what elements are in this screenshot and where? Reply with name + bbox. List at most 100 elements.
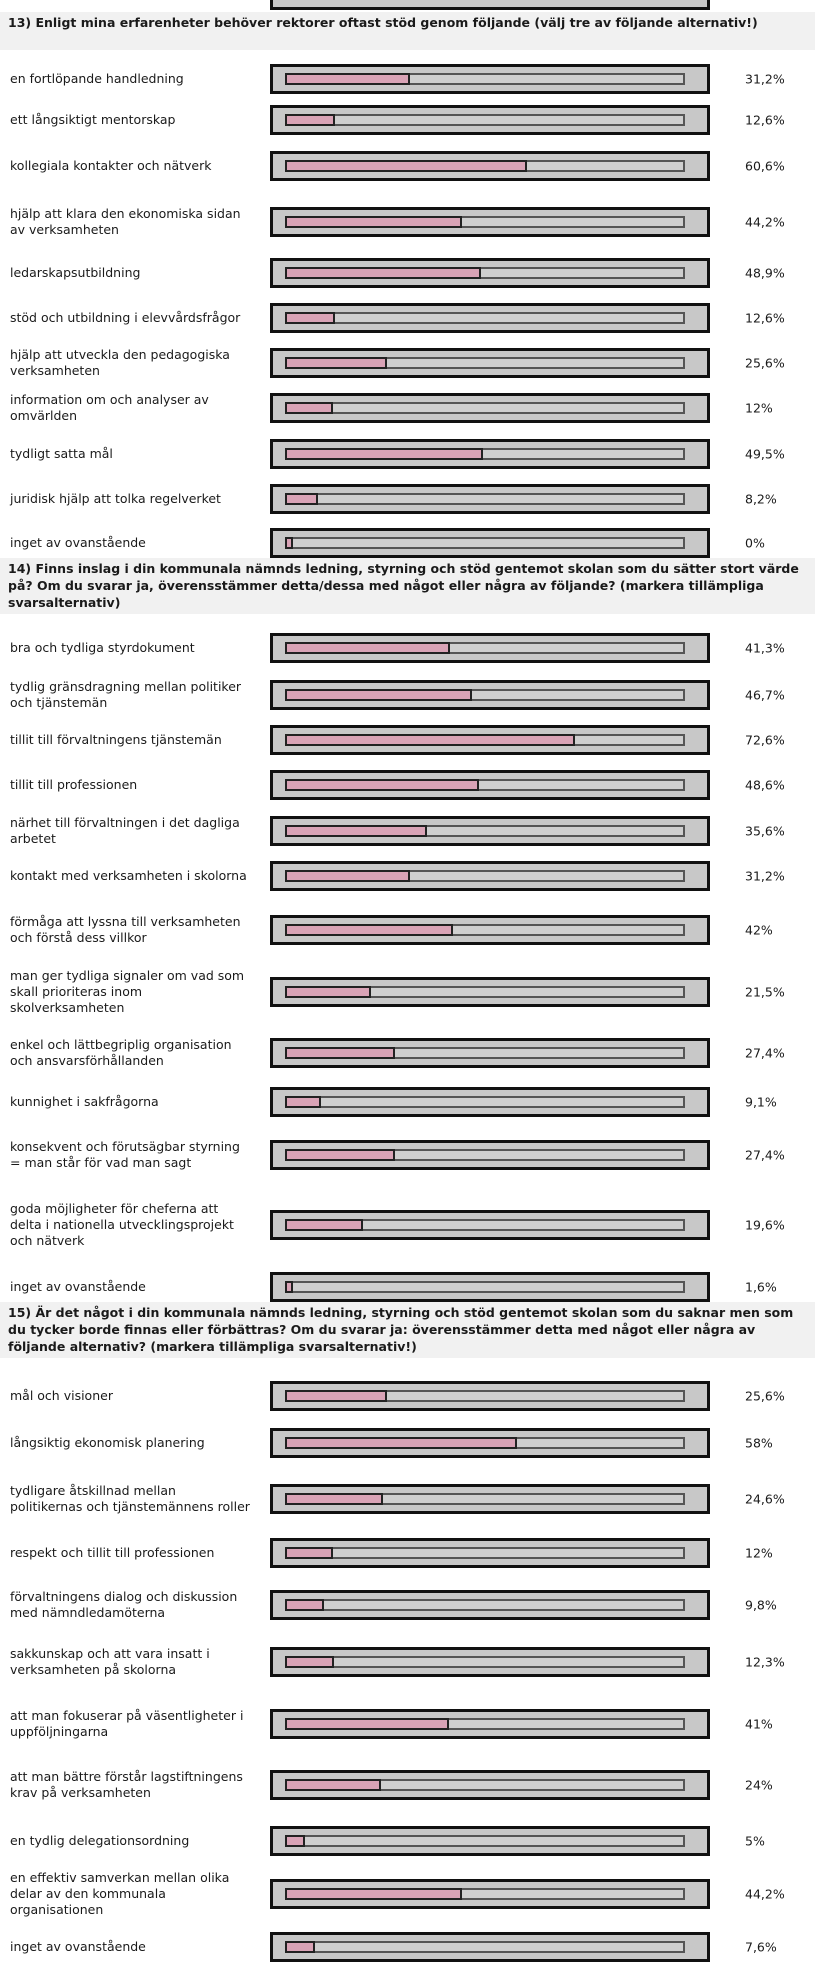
answer-label: tydlig gränsdragning mellan politiker oc… (10, 679, 242, 710)
answer-label: tillit till professionen (10, 777, 138, 792)
bar-frame (270, 633, 710, 663)
question-heading: 13) Enligt mina erfarenheter behöver rek… (0, 12, 815, 50)
bar-track (285, 1656, 685, 1668)
answer-row: en effektiv samverkan mellan olika delar… (0, 1870, 815, 1917)
answer-label: en effektiv samverkan mellan olika delar… (10, 1870, 230, 1917)
percent-label: 0% (745, 535, 765, 551)
answer-label: en fortlöpande handledning (10, 71, 184, 86)
bar-fill (285, 1493, 383, 1505)
answer-row: konsekvent och förutsägbar styrning = ma… (0, 1135, 815, 1175)
bar-frame (270, 1709, 710, 1739)
answer-row: inget av ovanstående 0% (0, 523, 815, 563)
bar-frame (270, 1484, 710, 1514)
answer-row: man ger tydliga signaler om vad som skal… (0, 968, 815, 1015)
answer-label: att man fokuserar på väsentligheter i up… (10, 1708, 244, 1739)
answer-label: tillit till förvaltningens tjänstemän (10, 732, 222, 747)
answer-label: kontakt med verksamheten i skolorna (10, 868, 247, 883)
bar-frame (270, 393, 710, 423)
bar-fill (285, 1096, 321, 1108)
bar-frame (270, 725, 710, 755)
bar-fill (285, 986, 371, 998)
bar-frame (270, 1272, 710, 1302)
answer-label: information om och analyser av omvärlden (10, 392, 209, 423)
percent-label: 41% (745, 1716, 773, 1732)
answer-label: tydligare åtskillnad mellan politikernas… (10, 1483, 250, 1514)
answer-label: goda möjligheter för cheferna att delta … (10, 1201, 234, 1248)
answer-row: inget av ovanstående 7,6% (0, 1927, 815, 1967)
percent-label: 12% (745, 400, 773, 416)
bar-fill (285, 689, 472, 701)
bar-frame (270, 1381, 710, 1411)
bar-fill (285, 1547, 333, 1559)
percent-label: 42% (745, 922, 773, 938)
bar-fill (285, 114, 335, 126)
bar-frame (270, 258, 710, 288)
bar-frame (270, 1538, 710, 1568)
bar-track (285, 1599, 685, 1611)
bar-frame (270, 151, 710, 181)
bar-fill (285, 402, 333, 414)
bar-track (285, 1096, 685, 1108)
answer-row: kollegiala kontakter och nätverk 60,6% (0, 146, 815, 186)
percent-label: 27,4% (745, 1147, 785, 1163)
percent-label: 8,2% (745, 491, 777, 507)
bar-frame (270, 207, 710, 237)
bar-fill (285, 924, 453, 936)
answer-label: inget av ovanstående (10, 1939, 146, 1954)
percent-label: 12% (745, 1545, 773, 1561)
answer-row: ledarskapsutbildning 48,9% (0, 253, 815, 293)
answer-row: tydligare åtskillnad mellan politikernas… (0, 1479, 815, 1519)
percent-label: 12,3% (745, 1654, 785, 1670)
bar-frame (270, 1038, 710, 1068)
bar-frame (270, 1140, 710, 1170)
bar-fill (285, 825, 427, 837)
bar-frame (270, 915, 710, 945)
bar-frame (270, 439, 710, 469)
bar-frame (270, 303, 710, 333)
percent-label: 24% (745, 1777, 773, 1793)
bar-frame (270, 528, 710, 558)
answer-label: konsekvent och förutsägbar styrning = ma… (10, 1139, 240, 1170)
bar-frame (270, 64, 710, 94)
answer-row: tillit till professionen 48,6% (0, 765, 815, 805)
bar-track (285, 1835, 685, 1847)
percent-label: 1,6% (745, 1279, 777, 1295)
answer-label: en tydlig delegationsordning (10, 1833, 190, 1848)
bar-track (285, 1941, 685, 1953)
bar-fill (285, 448, 483, 460)
bar-frame (270, 1087, 710, 1117)
bar-fill (285, 312, 335, 324)
bar-fill (285, 1656, 334, 1668)
bar-frame (270, 977, 710, 1007)
percent-label: 58% (745, 1435, 773, 1451)
bar-fill (285, 1149, 395, 1161)
bar-frame (270, 816, 710, 846)
bar-fill (285, 537, 293, 549)
answer-label: respekt och tillit till professionen (10, 1545, 215, 1560)
bar-frame (270, 1879, 710, 1909)
answer-label: tydligt satta mål (10, 446, 113, 461)
answer-row: hjälp att klara den ekonomiska sidan av … (0, 202, 815, 242)
bar-frame (270, 1770, 710, 1800)
bar-frame (270, 484, 710, 514)
answer-label: långsiktig ekonomisk planering (10, 1435, 205, 1450)
bar-track (285, 402, 685, 414)
bar-frame (270, 1210, 710, 1240)
answer-label: ett långsiktigt mentorskap (10, 112, 176, 127)
bar-frame (270, 348, 710, 378)
bar-fill (285, 870, 410, 882)
answer-label: hjälp att utveckla den pedagogiska verks… (10, 347, 230, 378)
bar-fill (285, 779, 479, 791)
bar-frame (270, 1647, 710, 1677)
percent-label: 35,6% (745, 823, 785, 839)
bar-frame (270, 680, 710, 710)
bar-fill (285, 734, 575, 746)
bar-fill (285, 1888, 462, 1900)
question-heading: 14) Finns inslag i din kommunala nämnds … (0, 558, 815, 614)
bar-fill (285, 1047, 395, 1059)
percent-label: 12,6% (745, 310, 785, 326)
answer-row: kontakt med verksamheten i skolorna 31,2% (0, 856, 815, 896)
answer-row: långsiktig ekonomisk planering 58% (0, 1423, 815, 1463)
bar-fill (285, 1599, 324, 1611)
bar-track (285, 537, 685, 549)
